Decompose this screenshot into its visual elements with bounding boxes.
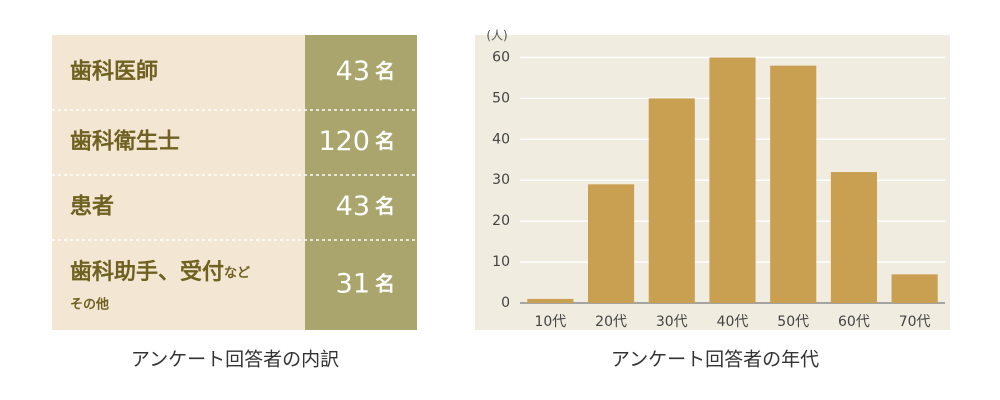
x-tick-label: 70代 — [899, 314, 931, 330]
x-tick-label: 30代 — [656, 314, 688, 330]
chart-caption: アンケート回答者の年代 — [611, 349, 819, 371]
y-tick-label: 0 — [501, 295, 510, 311]
row-label-small: など — [224, 266, 250, 281]
row-label: 歯科助手、受付など — [70, 259, 250, 285]
y-tick-label: 20 — [492, 213, 510, 229]
bar — [770, 65, 817, 304]
row-label: 歯科衛生士 — [70, 129, 180, 155]
x-tick-label: 40代 — [717, 314, 749, 330]
y-tick-label: 30 — [492, 172, 510, 188]
bar — [891, 274, 938, 303]
y-tick-label: 50 — [492, 90, 510, 106]
row-label: 患者 — [70, 194, 114, 220]
row-label-sub: その他 — [70, 297, 109, 313]
count-column — [305, 35, 417, 330]
x-tick-label: 50代 — [777, 314, 809, 330]
table-caption: アンケート回答者の内訳 — [131, 349, 339, 371]
x-tick-label: 10代 — [534, 314, 566, 330]
row-unit: 名 — [375, 129, 395, 153]
bar — [588, 184, 635, 303]
bar — [709, 57, 756, 303]
row-count: 43 — [336, 191, 370, 222]
row-unit: 名 — [375, 59, 395, 83]
row-count: 43 — [336, 56, 370, 87]
y-tick-label: 40 — [492, 131, 510, 147]
row-unit: 名 — [375, 272, 395, 296]
y-tick-label: 60 — [492, 49, 510, 65]
row-count: 120 — [318, 126, 370, 157]
y-tick-label: 10 — [492, 254, 510, 270]
bar — [648, 98, 695, 303]
row-unit: 名 — [375, 194, 395, 218]
y-axis-label: (人) — [486, 29, 507, 43]
bar — [830, 172, 877, 303]
row-label-main: 歯科助手、受付 — [70, 259, 224, 285]
row-label: 歯科医師 — [70, 59, 158, 85]
x-tick-label: 20代 — [595, 314, 627, 330]
row-count: 31 — [336, 269, 370, 300]
chart: (人) 0 10 20 30 40 50 60 10代 20代 30代 40代 50代 60代 70代 — [486, 29, 945, 330]
bar — [527, 298, 574, 303]
x-tick-label: 60代 — [838, 314, 870, 330]
